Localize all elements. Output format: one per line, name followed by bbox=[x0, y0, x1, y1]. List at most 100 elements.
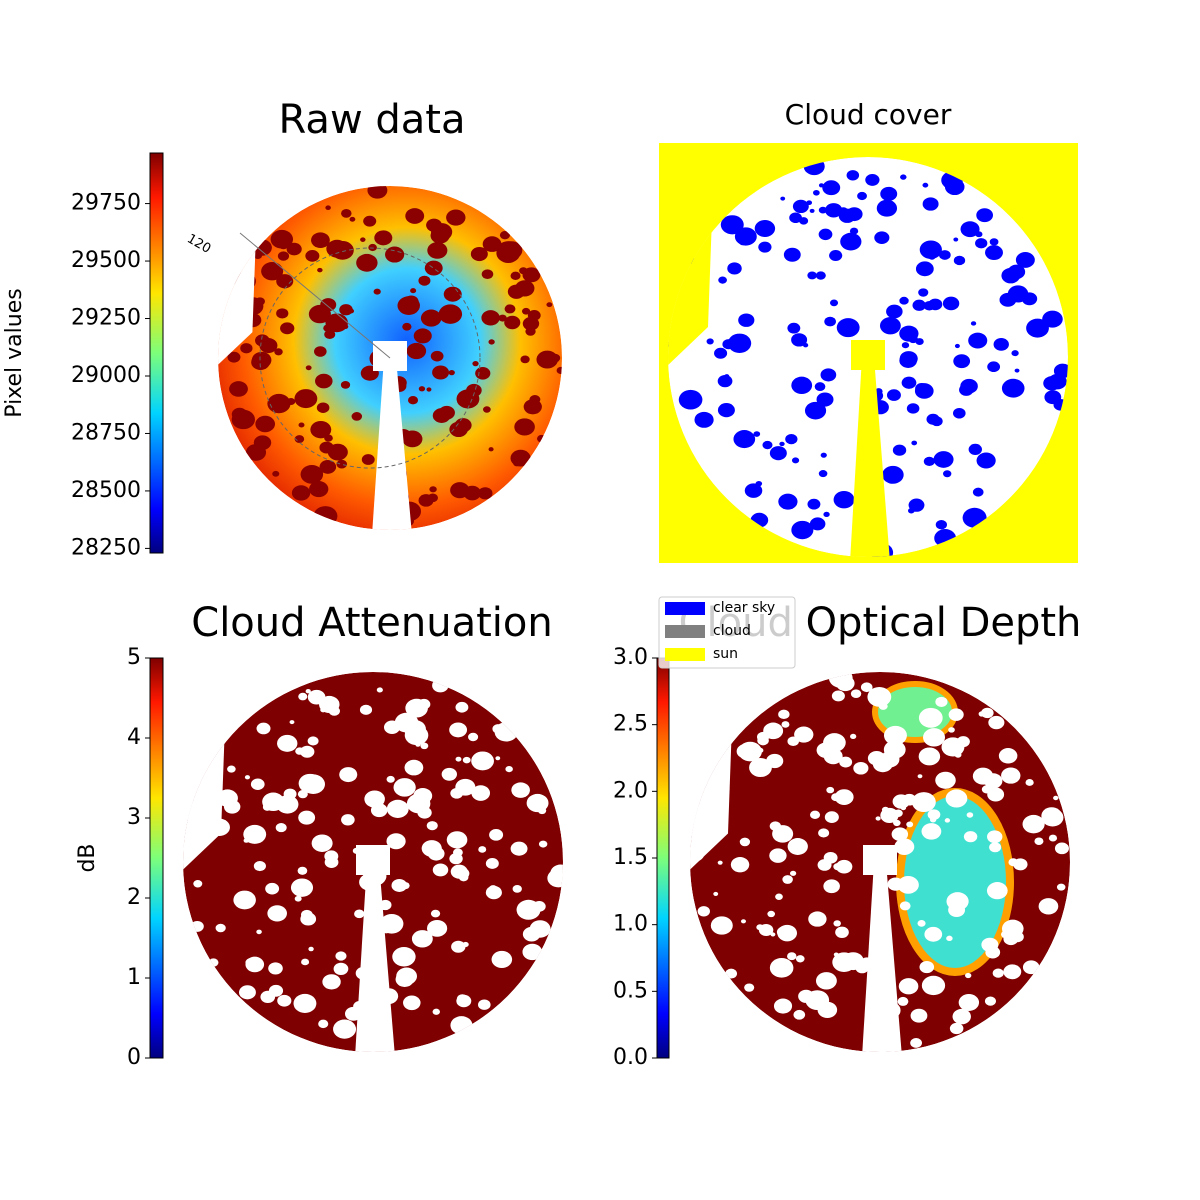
blob bbox=[706, 338, 714, 345]
blob bbox=[865, 173, 880, 186]
legend-label: clear sky bbox=[713, 600, 775, 616]
colorbar-tick-label: 4 bbox=[127, 725, 141, 750]
blob bbox=[901, 342, 910, 349]
blob bbox=[867, 686, 892, 707]
blob bbox=[824, 811, 839, 823]
colorbar-tick-label: 28500 bbox=[71, 478, 141, 503]
blob bbox=[1053, 795, 1059, 801]
disc bbox=[218, 186, 562, 530]
blob bbox=[818, 206, 828, 214]
blob bbox=[391, 878, 408, 892]
blob bbox=[988, 715, 1005, 730]
blob bbox=[522, 943, 543, 961]
blob bbox=[336, 459, 348, 469]
blob bbox=[386, 775, 395, 783]
blob bbox=[987, 830, 1003, 844]
blob bbox=[315, 373, 333, 389]
blob bbox=[886, 304, 903, 319]
blob bbox=[1011, 931, 1024, 943]
blob bbox=[397, 296, 420, 315]
blob bbox=[311, 834, 333, 852]
blob bbox=[981, 785, 992, 794]
blob bbox=[915, 383, 929, 394]
blob bbox=[898, 978, 919, 995]
blob bbox=[245, 956, 265, 973]
blob bbox=[280, 322, 295, 335]
blob bbox=[860, 682, 873, 693]
blob bbox=[694, 411, 714, 428]
blob bbox=[739, 837, 751, 847]
blob bbox=[944, 818, 951, 823]
blob bbox=[989, 238, 999, 246]
blob bbox=[504, 315, 521, 330]
blob bbox=[446, 831, 468, 849]
blob bbox=[412, 933, 421, 942]
blob bbox=[413, 798, 424, 807]
blob bbox=[308, 946, 314, 952]
blob bbox=[948, 727, 955, 733]
blob bbox=[820, 452, 827, 458]
blob bbox=[822, 180, 841, 196]
blob bbox=[968, 332, 988, 349]
blob bbox=[922, 182, 929, 188]
blob bbox=[481, 269, 494, 279]
blob bbox=[298, 692, 308, 701]
blob bbox=[275, 823, 287, 833]
blob bbox=[791, 457, 800, 464]
blob bbox=[924, 926, 943, 942]
blob bbox=[986, 882, 1008, 900]
colorbar-tick-label: 29750 bbox=[71, 191, 141, 216]
blob bbox=[368, 243, 377, 252]
blob bbox=[1025, 779, 1034, 786]
blob bbox=[773, 998, 793, 1014]
blob bbox=[233, 890, 256, 910]
blob bbox=[725, 968, 738, 979]
blob bbox=[901, 376, 917, 389]
blob bbox=[455, 756, 462, 762]
blob bbox=[522, 926, 541, 942]
colorbar-tick-label: 1 bbox=[127, 965, 141, 990]
blob bbox=[491, 950, 513, 969]
blob bbox=[318, 1019, 329, 1029]
blob bbox=[373, 288, 381, 295]
blob bbox=[789, 212, 802, 224]
blob bbox=[930, 416, 943, 427]
colorbar-tick-label: 1.0 bbox=[613, 912, 648, 937]
blob bbox=[342, 324, 349, 330]
blob bbox=[733, 430, 756, 449]
blob bbox=[278, 241, 289, 250]
blob bbox=[394, 712, 419, 733]
blob bbox=[1041, 807, 1062, 825]
mask-wedge bbox=[355, 862, 395, 1052]
blob bbox=[809, 208, 815, 213]
blob bbox=[265, 882, 280, 895]
blob bbox=[516, 899, 541, 920]
blob bbox=[742, 232, 748, 237]
blob bbox=[290, 878, 314, 897]
blob bbox=[286, 398, 296, 406]
blob bbox=[417, 806, 432, 819]
blob bbox=[899, 296, 909, 305]
blob bbox=[758, 241, 772, 253]
legend-swatch bbox=[665, 625, 705, 638]
blob bbox=[793, 1009, 806, 1020]
blob bbox=[432, 863, 449, 877]
blob bbox=[432, 365, 450, 380]
disc bbox=[183, 672, 563, 1052]
blob bbox=[520, 355, 530, 364]
blob bbox=[522, 316, 540, 331]
blob bbox=[251, 354, 270, 370]
blob bbox=[915, 261, 934, 277]
blob bbox=[1001, 378, 1025, 398]
blob bbox=[850, 689, 862, 698]
blob bbox=[277, 251, 290, 261]
blob bbox=[1007, 264, 1026, 280]
blob bbox=[787, 952, 797, 961]
blob bbox=[849, 227, 859, 235]
blob bbox=[829, 250, 843, 262]
blob bbox=[519, 267, 528, 275]
blob bbox=[298, 810, 316, 825]
blob bbox=[256, 722, 271, 735]
blob bbox=[297, 866, 308, 875]
blob bbox=[775, 893, 783, 900]
